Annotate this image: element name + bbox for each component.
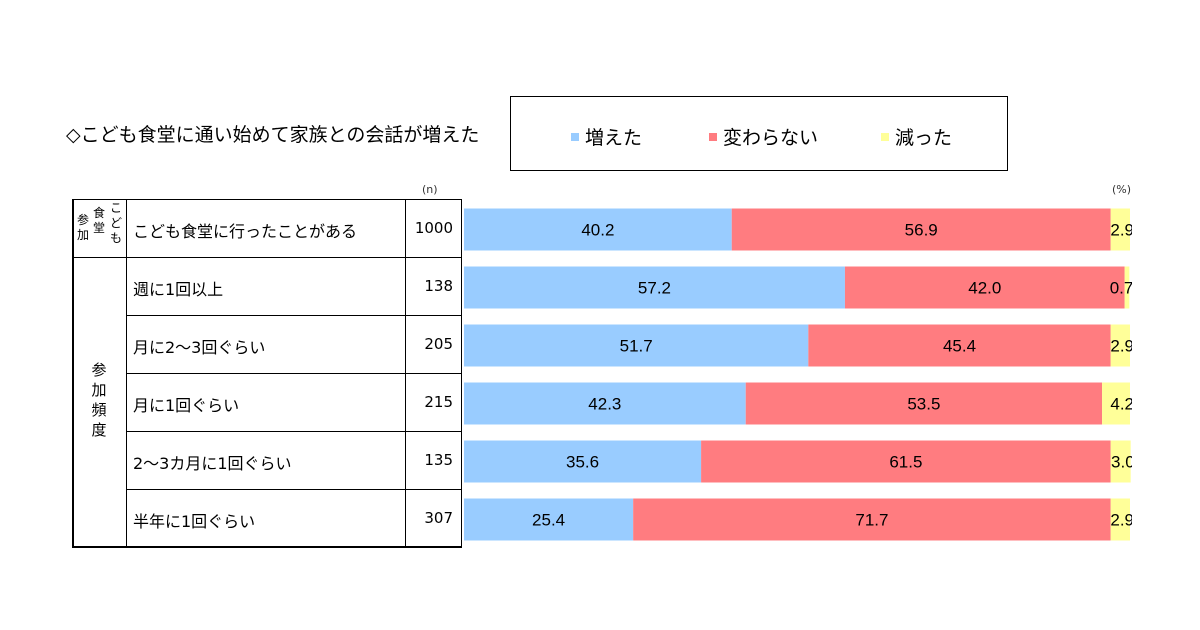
legend-label-increased: 増えた (585, 127, 643, 149)
bar-unchanged (633, 498, 1111, 541)
stacked-bar-chart: 40.2 56.9 2.9 57.2 42.0 0.7 51.7 45.4 2.9 42.3 53.… (464, 208, 1132, 541)
data-label-increased: 40.2 (581, 221, 614, 240)
legend-item-unchanged: 変わらない (709, 123, 818, 150)
table-row-divider (126, 373, 462, 374)
bar-increased (464, 382, 746, 425)
bar-increased (464, 324, 809, 367)
bar-increased (464, 498, 634, 541)
data-label-increased: 42.3 (588, 395, 621, 414)
legend-label-decreased: 減った (895, 127, 953, 149)
data-label-unchanged: 71.7 (855, 511, 888, 530)
data-label-decreased: 4.2 (1110, 395, 1132, 414)
row-n-value: 1000 (414, 219, 453, 237)
bar-unchanged (731, 208, 1111, 251)
data-label-increased: 57.2 (638, 279, 671, 298)
table-row-divider (126, 431, 462, 432)
bar-decreased (1102, 382, 1130, 425)
row-label: こども食堂に行ったことがある (133, 222, 358, 241)
row-label: 2～3カ月に1回ぐらい (133, 454, 292, 473)
row-n-value: 135 (424, 451, 453, 469)
group-label-participation: 参加 (76, 213, 89, 242)
row-n-value: 205 (424, 335, 453, 353)
group-label-cafeteria: 食堂 (92, 206, 105, 235)
table-top-border (72, 199, 462, 200)
unit-percent-label: (%) (1112, 183, 1132, 196)
data-label-decreased: 2.9 (1110, 511, 1132, 530)
data-label-increased: 35.6 (566, 453, 599, 472)
data-label-decreased: 3.0 (1111, 453, 1132, 472)
table-row-divider (72, 257, 462, 258)
bar-unchanged (701, 440, 1111, 483)
row-label: 月に1回ぐらい (133, 396, 240, 415)
table-row-divider (126, 315, 462, 316)
legend-swatch-increased (571, 133, 579, 141)
data-label-increased: 51.7 (620, 337, 653, 356)
bar-unchanged (808, 324, 1111, 367)
legend-swatch-unchanged (709, 133, 717, 141)
bar-decreased (1110, 440, 1131, 483)
bar-unchanged (844, 266, 1125, 309)
bar-decreased (1124, 266, 1130, 309)
row-n-value: 215 (424, 393, 453, 411)
bar-unchanged (745, 382, 1103, 425)
data-label-unchanged: 56.9 (905, 221, 938, 240)
legend: 増えた 変わらない 減った (510, 96, 1008, 171)
data-label-unchanged: 53.5 (907, 395, 940, 414)
bar-increased (464, 266, 845, 309)
table-left-border (72, 199, 74, 548)
bar-decreased (1110, 208, 1130, 251)
data-label-decreased: 2.9 (1110, 337, 1132, 356)
table-bottom-border (72, 546, 462, 548)
row-n-value: 138 (424, 277, 453, 295)
group-label-kodomo: こども (109, 201, 122, 245)
legend-item-increased: 増えた (571, 123, 642, 150)
chart-title: ◇こども食堂に通い始めて家族との会話が増えた (66, 124, 480, 146)
data-label-decreased: 2.9 (1110, 221, 1132, 240)
legend-label-unchanged: 変わらない (723, 127, 819, 149)
row-label: 半年に1回ぐらい (133, 512, 256, 531)
bar-increased (464, 440, 702, 483)
unit-n-label: (n) (422, 183, 438, 196)
row-label: 月に2～3回ぐらい (133, 338, 266, 357)
row-n-value: 307 (424, 509, 453, 527)
bar-decreased (1110, 498, 1130, 541)
legend-item-decreased: 減った (881, 123, 952, 150)
data-label-unchanged: 42.0 (968, 279, 1001, 298)
bar-increased (464, 208, 732, 251)
data-label-unchanged: 45.4 (943, 337, 976, 356)
group-label-frequency: 参加頻度 (91, 361, 107, 439)
data-label-decreased: 0.7 (1110, 279, 1132, 298)
data-label-increased: 25.4 (532, 511, 565, 530)
legend-swatch-decreased (881, 133, 889, 141)
data-label-unchanged: 61.5 (889, 453, 922, 472)
table-row-divider (126, 489, 462, 490)
row-label: 週に1回以上 (133, 280, 224, 299)
bar-decreased (1110, 324, 1130, 367)
